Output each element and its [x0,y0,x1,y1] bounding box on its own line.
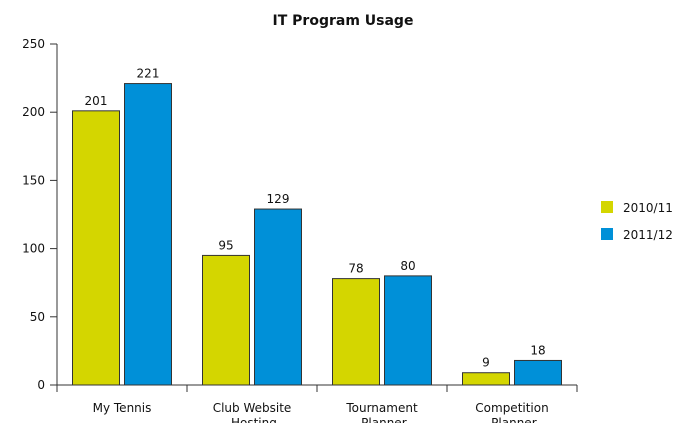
value-label: 18 [530,343,545,357]
value-label: 78 [348,262,363,276]
x-tick-label: Club Website Hosting [213,401,292,423]
bar [72,110,120,386]
x-tick-label: Competition Planner [475,401,548,423]
value-label: 95 [218,238,233,252]
legend-label: 2010/11 [623,201,673,215]
value-label: 221 [137,67,160,81]
legend-swatch [601,201,613,213]
bar [254,208,302,386]
y-tick-label: 0 [37,378,45,392]
chart-title: IT Program Usage [273,13,414,29]
legend-label: 2011/12 [623,228,673,242]
y-tick-label: 250 [22,37,45,51]
x-tick-label: Tournament Planner [345,401,418,423]
bar [202,254,250,386]
bar [462,372,510,386]
value-label: 201 [85,94,108,108]
y-tick-label: 100 [22,242,45,256]
value-label: 9 [482,356,490,370]
bar [124,83,172,386]
y-tick-label: 150 [22,173,45,187]
y-tick-label: 50 [30,310,45,324]
bar [384,275,432,386]
y-tick-label: 200 [22,105,45,119]
legend-swatch [601,228,613,240]
x-tick-label: My Tennis [93,401,152,415]
bar [514,359,562,386]
bar [332,278,380,386]
value-label: 80 [400,259,415,273]
value-label: 129 [267,192,290,206]
